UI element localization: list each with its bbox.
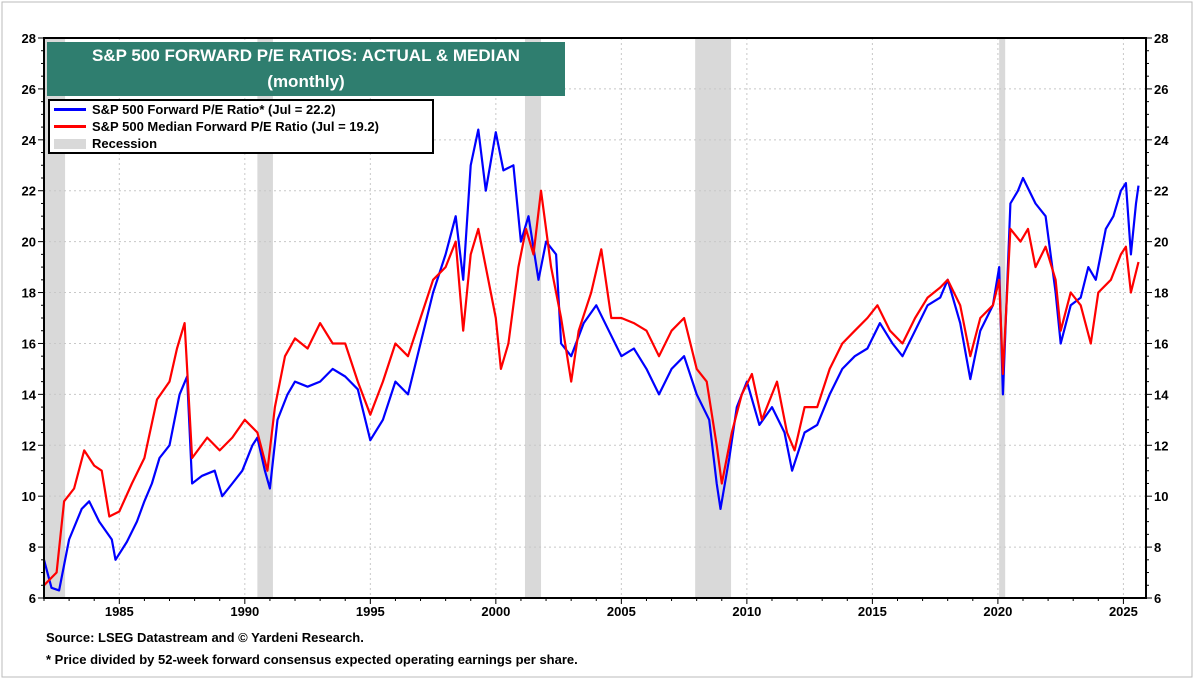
x-tick-label: 1990 — [230, 604, 259, 619]
footnote: * Price divided by 52-week forward conse… — [46, 652, 578, 667]
recession-band — [524, 38, 542, 598]
y-tick-label-right: 14 — [1154, 387, 1169, 402]
recession-band — [999, 38, 1006, 598]
y-tick-label-left: 24 — [22, 133, 37, 148]
x-tick-label: 2010 — [732, 604, 761, 619]
y-tick-label-right: 24 — [1154, 133, 1169, 148]
y-tick-label-right: 20 — [1154, 235, 1168, 250]
y-tick-label-right: 10 — [1154, 489, 1168, 504]
legend-swatch-blue — [54, 108, 86, 111]
y-tick-label-right: 18 — [1154, 286, 1168, 301]
chart-title-box: S&P 500 FORWARD P/E RATIOS: ACTUAL & MED… — [47, 42, 565, 96]
legend-swatch-recession — [54, 138, 86, 149]
x-tick-label: 2020 — [983, 604, 1012, 619]
y-tick-label-right: 8 — [1154, 540, 1161, 555]
y-tick-label-left: 22 — [22, 184, 36, 199]
y-tick-label-right: 16 — [1154, 336, 1168, 351]
chart-subtitle: (monthly) — [267, 72, 345, 91]
y-tick-label-left: 12 — [22, 438, 36, 453]
legend-item-recession: Recession — [50, 135, 432, 152]
y-tick-label-left: 18 — [22, 286, 36, 301]
y-tick-label-right: 22 — [1154, 184, 1168, 199]
x-tick-label: 2000 — [481, 604, 510, 619]
median-pe-line — [43, 189, 1140, 587]
y-tick-label-right: 28 — [1154, 31, 1168, 46]
y-tick-label-right: 12 — [1154, 438, 1168, 453]
y-tick-label-left: 6 — [29, 591, 36, 606]
x-tick-label: 2005 — [607, 604, 636, 619]
legend-swatch-red — [54, 125, 86, 128]
x-tick-label: 2015 — [858, 604, 887, 619]
y-tick-label-left: 20 — [22, 235, 36, 250]
y-tick-label-right: 6 — [1154, 591, 1161, 606]
y-tick-label-left: 8 — [29, 540, 36, 555]
legend: S&P 500 Forward P/E Ratio* (Jul = 22.2) … — [48, 99, 434, 154]
y-tick-label-left: 14 — [22, 387, 37, 402]
recession-band — [44, 38, 66, 598]
x-tick-label: 1985 — [105, 604, 134, 619]
y-tick-label-right: 26 — [1154, 82, 1168, 97]
y-tick-label-left: 28 — [22, 31, 36, 46]
legend-label: S&P 500 Forward P/E Ratio* (Jul = 22.2) — [92, 102, 336, 117]
x-tick-label: 2025 — [1109, 604, 1138, 619]
y-tick-label-left: 10 — [22, 489, 36, 504]
legend-label: S&P 500 Median Forward P/E Ratio (Jul = … — [92, 119, 379, 134]
source-note: Source: LSEG Datastream and © Yardeni Re… — [46, 630, 364, 645]
x-tick-label: 1995 — [356, 604, 385, 619]
legend-item-forward-pe: S&P 500 Forward P/E Ratio* (Jul = 22.2) — [50, 101, 432, 118]
legend-label: Recession — [92, 136, 158, 151]
recession-band — [695, 38, 732, 598]
chart-title: S&P 500 FORWARD P/E RATIOS: ACTUAL & MED… — [92, 46, 520, 65]
y-tick-label-left: 26 — [22, 82, 36, 97]
legend-item-median-pe: S&P 500 Median Forward P/E Ratio (Jul = … — [50, 118, 432, 135]
y-tick-label-left: 16 — [22, 336, 36, 351]
plot-border — [43, 37, 1147, 599]
